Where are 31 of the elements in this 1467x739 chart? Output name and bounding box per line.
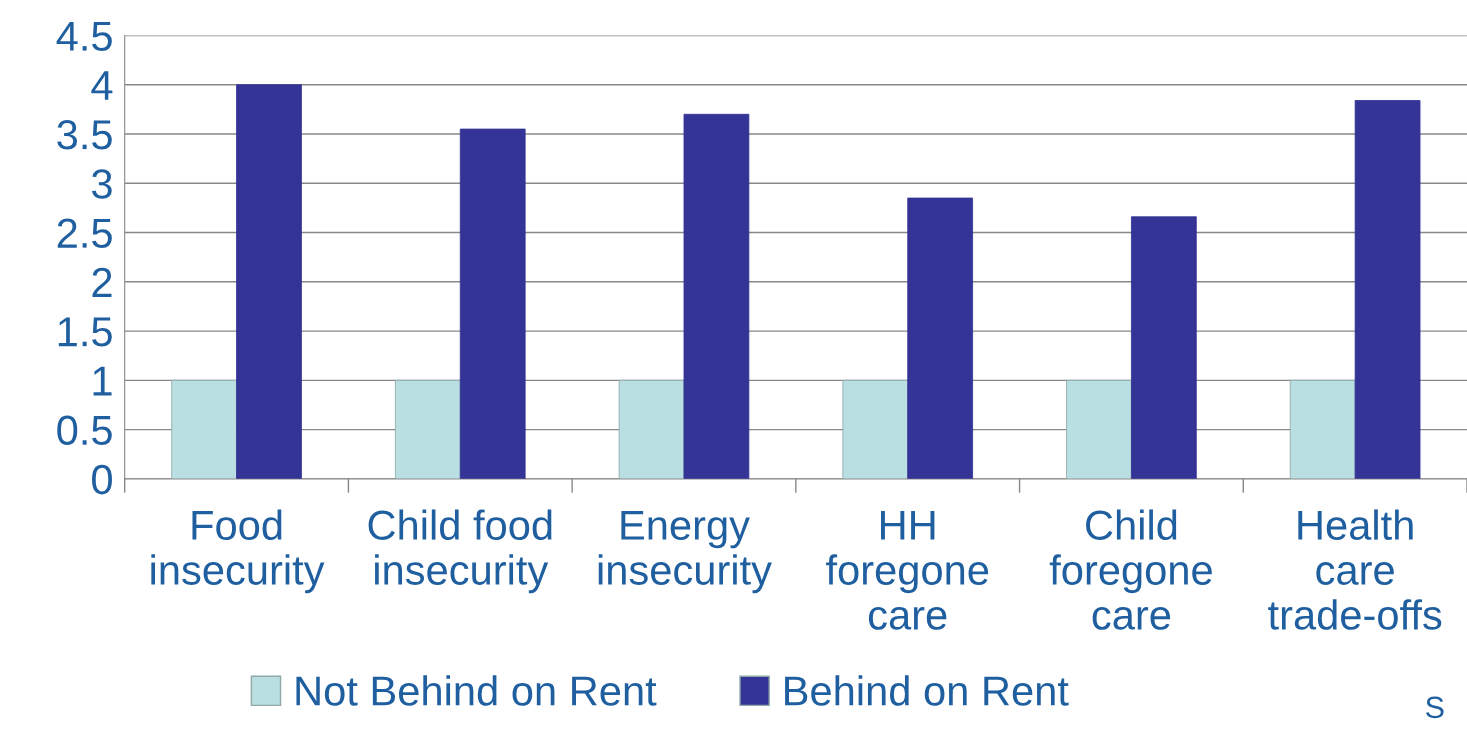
- x-tick-label: Child foregone care: [1049, 509, 1212, 630]
- bar: [236, 84, 302, 479]
- bar: [394, 379, 461, 479]
- text: S: [1426, 696, 1444, 719]
- y-tick-label: 3.5: [57, 120, 112, 150]
- bar: [1289, 379, 1356, 479]
- bar: [171, 379, 237, 479]
- x-tick-label: Child food insecurity: [368, 509, 552, 594]
- x-tick-label: Health care trade-offs: [1268, 509, 1442, 630]
- y-tick-label: 0.5: [57, 415, 112, 446]
- bar: [618, 379, 685, 479]
- bar: [1066, 379, 1132, 479]
- y-tick-label: 4.5: [56, 21, 112, 51]
- x-tick-label: HH foregone care: [826, 510, 989, 630]
- bar: [683, 113, 750, 479]
- y-tick-label: 1: [93, 366, 112, 396]
- y-tick-label: 2: [92, 267, 112, 297]
- bar: [842, 379, 909, 479]
- y-tick-label: 0: [92, 464, 112, 495]
- bar: [1131, 216, 1197, 479]
- bar: [459, 128, 526, 479]
- y-tick-label: 1.5: [58, 317, 112, 347]
- legend-label: Not Behind on Rent: [296, 675, 657, 706]
- y-tick-label: 3: [92, 169, 112, 199]
- legend-label: Behind on Rent: [785, 675, 1069, 706]
- x-tick-label: Energy insecurity: [598, 510, 772, 594]
- x-tick-label: Food insecurity: [151, 509, 325, 594]
- y-tick-label: 2.5: [57, 218, 112, 249]
- bar: [907, 197, 973, 479]
- bar: [1354, 100, 1421, 479]
- y-tick-label: 4: [91, 71, 113, 100]
